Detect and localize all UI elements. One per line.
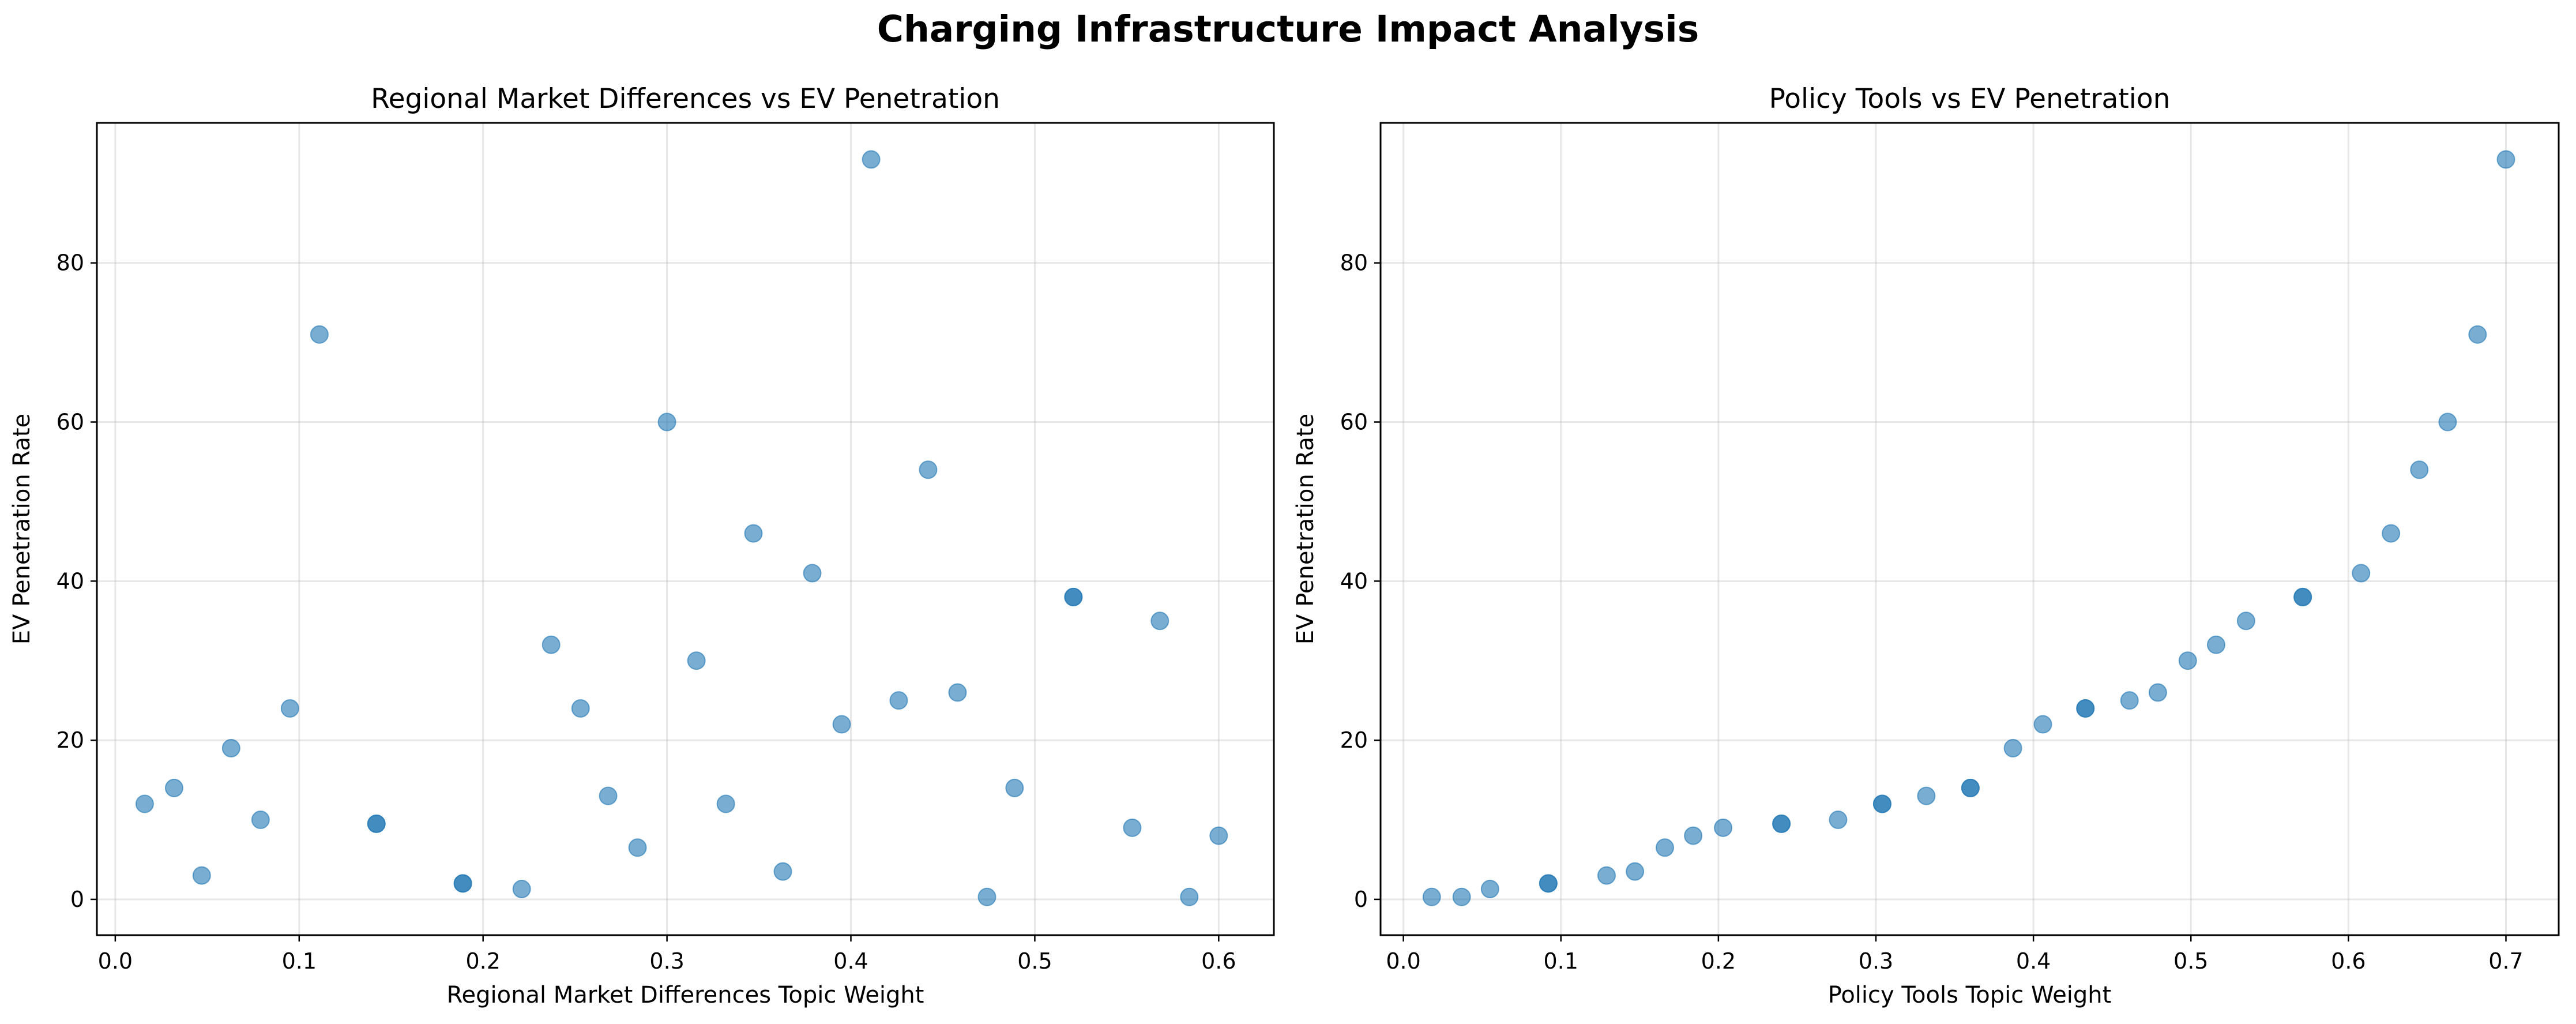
subplot-title: Regional Market Differences vs EV Penetr… (371, 83, 1000, 115)
data-point (1209, 826, 1228, 845)
x-tick-label: 0.7 (2488, 948, 2523, 974)
y-tick-label: 80 (57, 250, 84, 276)
data-point (803, 564, 822, 583)
data-point (2148, 683, 2167, 702)
data-point (310, 325, 329, 344)
data-point (1123, 818, 1142, 837)
x-tick-label: 0.6 (2331, 948, 2366, 974)
data-point (1961, 778, 1980, 797)
data-point (2206, 635, 2225, 654)
data-point (2178, 651, 2197, 670)
x-tick-label: 0.1 (282, 948, 317, 974)
data-point (541, 635, 561, 654)
data-point (2382, 524, 2401, 543)
x-tick-label: 0.6 (1201, 948, 1236, 974)
data-point (1150, 612, 1169, 631)
data-point (2293, 587, 2312, 606)
data-point (1597, 866, 1616, 885)
data-point (948, 683, 967, 702)
y-axis-label: EV Penetration Rate (1292, 414, 1319, 644)
data-point (2496, 150, 2515, 169)
data-point (1829, 811, 1848, 830)
subplot-title: Policy Tools vs EV Penetration (1769, 83, 2171, 115)
scatter-panel-policy-tools: 0.0 0.1 0.2 0.3 0.4 0.5 0.6 0.7 0 20 40 60 80 Policy … (1292, 83, 2560, 1008)
x-axis-label: Policy Tools Topic Weight (1828, 982, 2112, 1008)
data-point (1655, 838, 1674, 857)
data-point (628, 838, 647, 857)
x-tick-label: 0.0 (98, 948, 133, 974)
data-point (2120, 691, 2139, 710)
data-point (1872, 794, 1891, 813)
data-point (2236, 612, 2255, 631)
data-point (1684, 826, 1703, 845)
plot-frame (1379, 122, 2560, 936)
data-point (1422, 887, 1441, 906)
data-point (251, 811, 270, 830)
y-tick-label: 60 (57, 410, 84, 435)
y-tick-label: 20 (1340, 727, 1368, 753)
data-point (1480, 880, 1499, 899)
data-point (1539, 874, 1558, 893)
x-tick-label: 0.5 (1017, 948, 1052, 974)
data-point (2033, 715, 2052, 734)
y-tick-label: 60 (1340, 410, 1368, 435)
x-tick-label: 0.3 (649, 948, 684, 974)
y-tick-label: 0 (70, 887, 84, 912)
data-point (2352, 564, 2371, 583)
data-point (919, 460, 938, 479)
x-tick-label: 0.3 (1859, 948, 1893, 974)
y-tick-label: 80 (1340, 250, 1368, 276)
data-point (773, 862, 792, 881)
x-axis-label: Regional Market Differences Topic Weight (447, 982, 924, 1008)
data-point (2438, 412, 2457, 432)
scatter-panel-regional-market: 0.0 0.1 0.2 0.3 0.4 0.5 0.6 0 20 40 60 80 Regional M… (9, 83, 1275, 1008)
data-point (367, 814, 386, 833)
data-point (716, 794, 735, 813)
data-point (1626, 862, 1645, 881)
plot-frame (96, 122, 1275, 936)
x-tick-label: 0.2 (1701, 948, 1736, 974)
data-point (2410, 460, 2429, 479)
x-tick-label: 0.4 (2016, 948, 2051, 974)
figure-title: Charging Infrastructure Impact Analysis (877, 8, 1699, 50)
y-tick-label: 0 (1354, 887, 1368, 912)
data-point (135, 794, 154, 813)
data-point (599, 786, 618, 805)
data-point (687, 651, 706, 670)
data-point (977, 887, 996, 906)
x-tick-label: 0.2 (465, 948, 500, 974)
data-point (862, 150, 881, 169)
data-point (2003, 738, 2022, 757)
data-point (1772, 814, 1791, 833)
data-point (889, 691, 908, 710)
data-point (2076, 699, 2095, 718)
data-point (221, 738, 240, 757)
data-point (1005, 778, 1024, 797)
y-axis-label: EV Penetration Rate (9, 414, 35, 644)
data-point (1714, 818, 1733, 837)
data-point (1064, 587, 1083, 606)
data-point (657, 412, 676, 432)
data-point (571, 699, 590, 718)
data-point (164, 778, 183, 797)
data-point (192, 866, 211, 885)
y-tick-label: 20 (57, 727, 84, 753)
y-tick-label: 40 (57, 568, 84, 594)
data-point (2468, 325, 2487, 344)
data-point (1917, 786, 1936, 805)
x-tick-label: 0.5 (2173, 948, 2208, 974)
x-tick-label: 0.0 (1386, 948, 1420, 974)
data-point (280, 699, 299, 718)
data-point (1452, 887, 1471, 906)
x-tick-label: 0.4 (833, 948, 868, 974)
data-point (744, 524, 763, 543)
data-point (832, 715, 851, 734)
y-tick-label: 40 (1340, 568, 1368, 594)
x-tick-label: 0.1 (1544, 948, 1578, 974)
data-point (512, 880, 531, 899)
data-point (1180, 887, 1199, 906)
data-point (453, 874, 472, 893)
